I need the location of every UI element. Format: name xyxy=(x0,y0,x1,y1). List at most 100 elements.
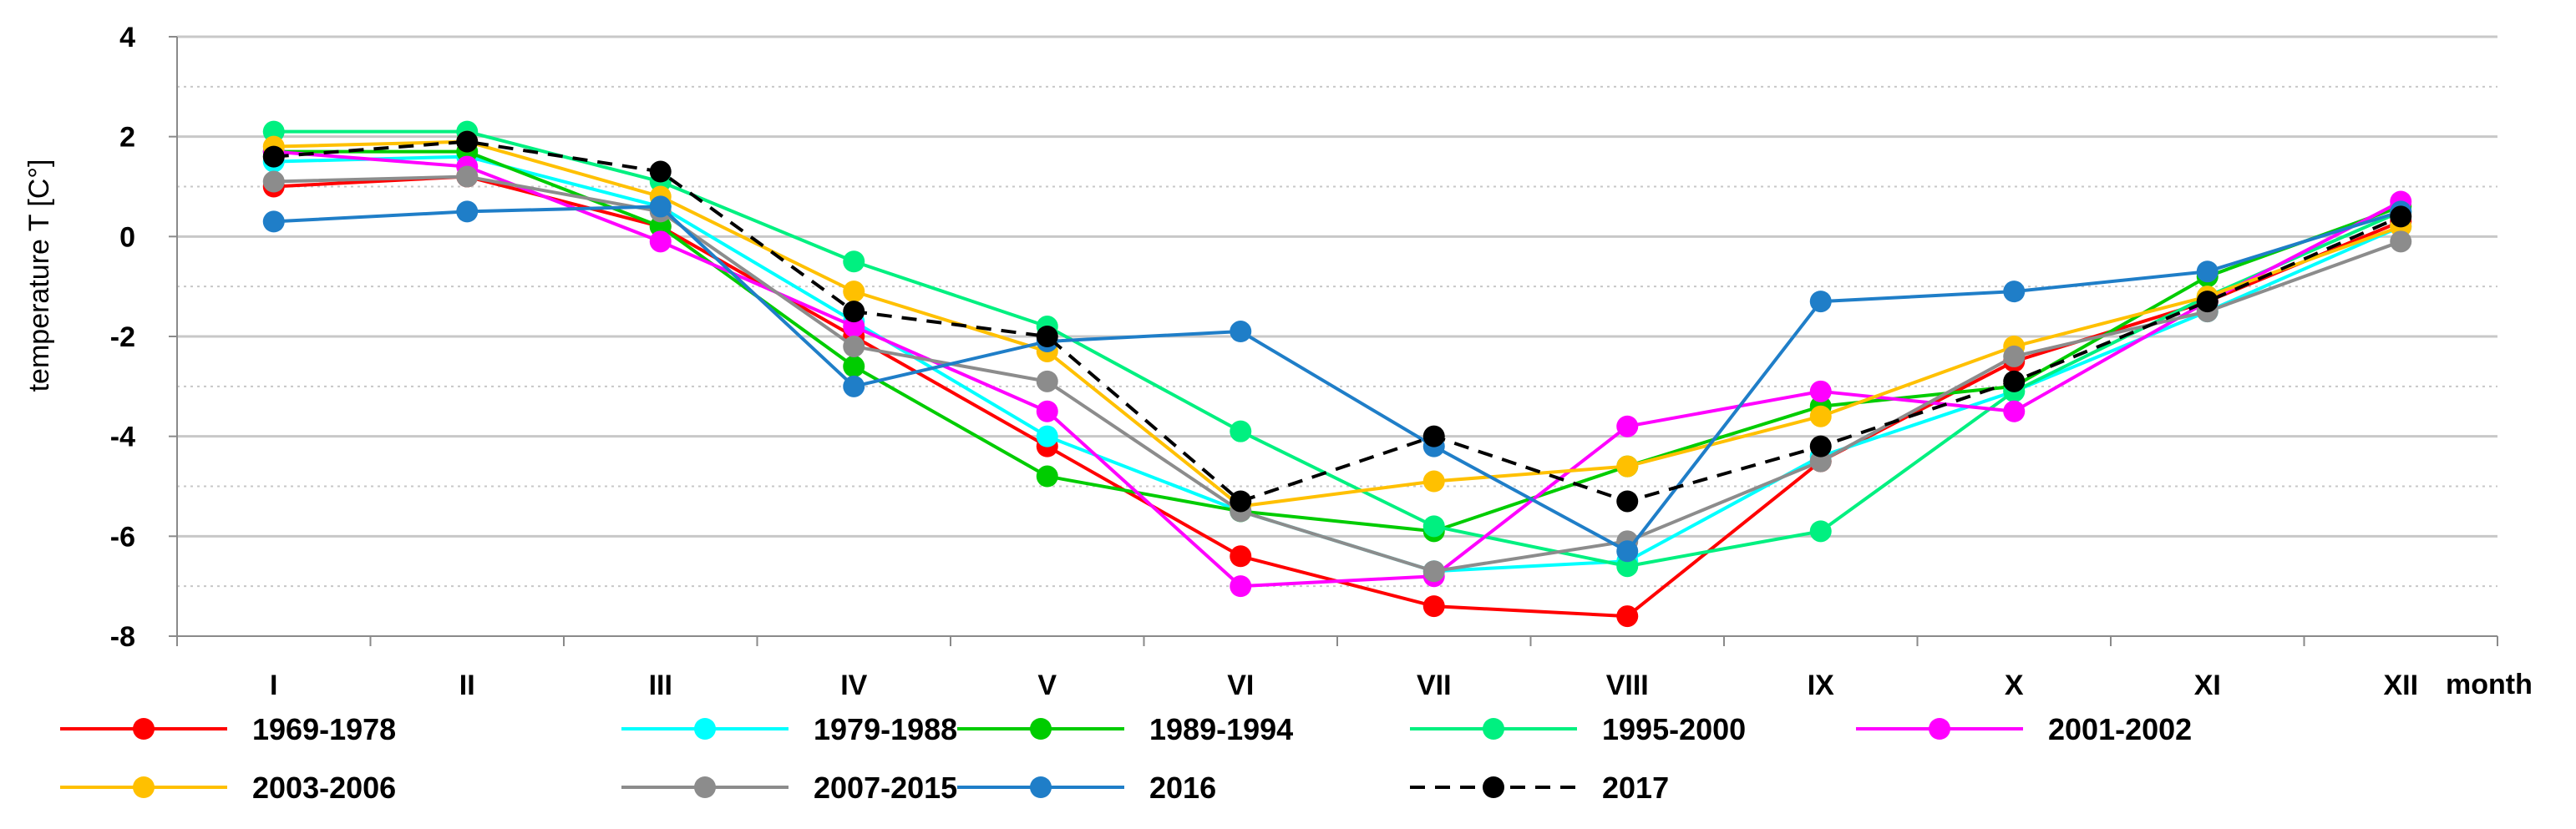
data-point xyxy=(2003,281,2026,303)
data-point xyxy=(1230,490,1252,513)
legend-item-2003-2006: 2003-2006 xyxy=(60,771,396,805)
series-line xyxy=(273,149,2402,589)
data-point xyxy=(1809,291,1832,313)
data-point xyxy=(456,130,479,153)
series-line xyxy=(273,154,2402,574)
data-point xyxy=(262,210,285,233)
data-point xyxy=(262,145,285,168)
legend-swatch-marker xyxy=(1483,718,1504,740)
data-point xyxy=(1230,420,1252,442)
y-tick-label: -4 xyxy=(110,422,135,453)
data-point xyxy=(843,375,865,397)
series-line xyxy=(273,139,2401,508)
legend-label: 1979-1988 xyxy=(814,712,957,746)
y-tick-label: 4 xyxy=(119,22,135,53)
data-point xyxy=(843,355,865,377)
legend-swatch-marker xyxy=(694,776,716,798)
data-point xyxy=(843,335,865,357)
legend-swatch-marker xyxy=(1483,776,1504,798)
legend-item-1969-1978: 1969-1978 xyxy=(60,712,396,746)
data-point xyxy=(1616,415,1639,437)
data-point xyxy=(1809,380,1832,402)
legend-label: 2016 xyxy=(1149,771,1216,805)
x-tick-label: IV xyxy=(840,670,867,701)
data-point xyxy=(1036,425,1058,447)
data-point xyxy=(1422,425,1445,447)
data-point xyxy=(649,195,672,218)
series-line xyxy=(273,139,2402,503)
legend-swatch-marker xyxy=(1030,718,1052,740)
legend-item-2001-2002: 2001-2002 xyxy=(1856,712,2192,746)
data-point xyxy=(2003,370,2026,392)
y-tick-label: 0 xyxy=(119,221,135,253)
data-point xyxy=(2390,205,2412,228)
data-point xyxy=(1230,575,1252,598)
data-point xyxy=(1036,465,1058,488)
data-point xyxy=(1422,470,1445,493)
data-point xyxy=(649,160,672,183)
y-tick-label: 2 xyxy=(119,122,135,154)
series-1969-1978 xyxy=(262,165,2412,628)
data-point xyxy=(843,301,865,323)
data-point xyxy=(649,230,672,253)
series-line xyxy=(273,205,2401,554)
x-tick-label: XII xyxy=(2383,670,2418,701)
legend-label: 1989-1994 xyxy=(1149,712,1293,746)
x-tick-label: VI xyxy=(1227,670,1254,701)
x-axis-title: month xyxy=(2446,669,2533,700)
data-point xyxy=(1230,545,1252,568)
data-point xyxy=(1230,321,1252,343)
legend-swatch-marker xyxy=(1929,718,1950,740)
x-tick-label: V xyxy=(1037,670,1057,701)
legend-label: 2017 xyxy=(1602,771,1669,805)
data-point xyxy=(1616,490,1639,513)
series-2017 xyxy=(262,130,2412,513)
data-point xyxy=(2003,400,2026,422)
series-2016 xyxy=(262,195,2412,563)
y-tick-label: -2 xyxy=(110,321,135,353)
data-point xyxy=(1616,555,1639,578)
legend-swatch-marker xyxy=(133,718,155,740)
data-point xyxy=(2390,230,2412,253)
data-point xyxy=(1809,450,1832,473)
data-point xyxy=(2196,291,2219,313)
y-tick-label: -6 xyxy=(110,521,135,553)
x-tick-label: II xyxy=(459,670,475,701)
y-axis-title: temperature T [C°] xyxy=(23,159,55,392)
data-point xyxy=(2196,260,2219,283)
series-1995-2000 xyxy=(262,120,2412,578)
y-tick-label: -8 xyxy=(110,621,135,653)
legend-label: 1969-1978 xyxy=(252,712,396,746)
data-point xyxy=(1422,595,1445,618)
series-line xyxy=(273,149,2401,533)
data-point xyxy=(1036,326,1058,347)
x-tick-label: I xyxy=(270,670,277,701)
legend-item-1979-1988: 1979-1988 xyxy=(621,712,957,746)
data-point xyxy=(1809,405,1832,427)
x-tick-label: VII xyxy=(1417,670,1452,701)
series-line xyxy=(273,129,2402,569)
legend-swatch-marker xyxy=(1030,776,1052,798)
legend-swatch-marker xyxy=(133,776,155,798)
legend-item-2016: 2016 xyxy=(957,771,1216,805)
x-tick-label: XI xyxy=(2194,670,2221,701)
data-point xyxy=(456,200,479,223)
legend-label: 2001-2002 xyxy=(2048,712,2192,746)
data-point xyxy=(1809,435,1832,457)
data-series xyxy=(262,120,2412,628)
legend-item-1995-2000: 1995-2000 xyxy=(1410,712,1746,746)
data-point xyxy=(1422,515,1445,538)
data-point xyxy=(1616,605,1639,628)
data-point xyxy=(1809,520,1832,543)
gridlines xyxy=(177,35,2497,588)
data-point xyxy=(262,120,285,143)
data-point xyxy=(843,250,865,273)
data-point xyxy=(456,165,479,188)
legend-label: 2007-2015 xyxy=(814,771,957,805)
data-point xyxy=(1616,455,1639,478)
legend-item-2007-2015: 2007-2015 xyxy=(621,771,957,805)
data-point xyxy=(1422,560,1445,583)
x-tick-label: IX xyxy=(1808,670,1834,701)
data-point xyxy=(1616,540,1639,563)
